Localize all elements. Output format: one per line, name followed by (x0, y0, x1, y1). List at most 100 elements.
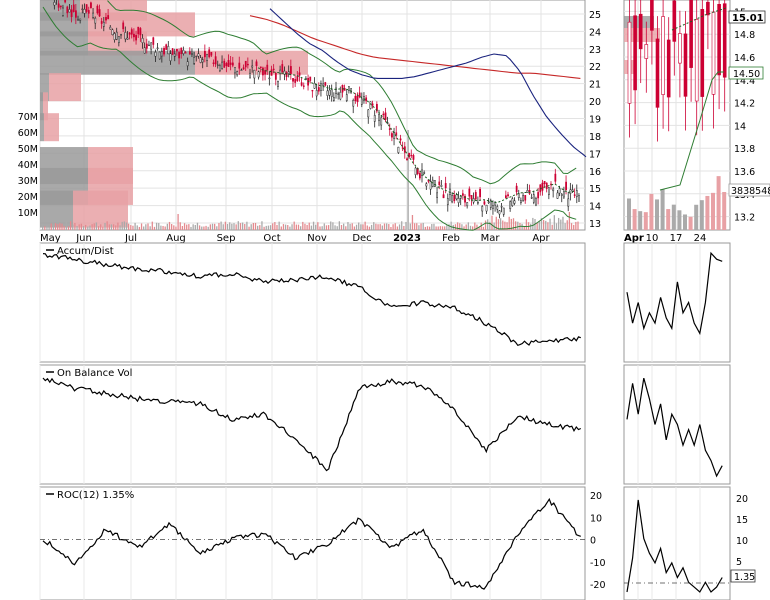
volume-bar (426, 226, 429, 230)
volume-bar (459, 223, 461, 230)
inset-candle-body (722, 3, 727, 78)
volume-bar (433, 223, 435, 230)
volume-bar (336, 226, 338, 230)
volume-bar (577, 221, 579, 230)
candle-body (133, 33, 135, 38)
candle-body (120, 33, 122, 36)
volume-bar (229, 222, 231, 230)
volume-bar (401, 221, 403, 230)
candle-body (492, 205, 494, 209)
candle-body (221, 61, 223, 69)
volume-bar (364, 221, 366, 230)
candle-body (191, 53, 193, 55)
candle-body (259, 66, 262, 68)
candle-body (188, 51, 191, 55)
candle-body (287, 71, 290, 75)
volume-bar (454, 224, 457, 230)
volume-bar (306, 224, 308, 230)
inset-volume-tag: 3838548 (731, 186, 770, 197)
volume-bar (125, 222, 128, 230)
candle-body (195, 55, 198, 58)
inset-volume-bar (666, 209, 671, 230)
candle-body (352, 100, 355, 107)
inset-candle-body (666, 39, 671, 98)
inset-volume-bar (660, 189, 665, 230)
candle-body (436, 192, 439, 198)
inset-volume-bar (705, 195, 710, 230)
volume-bar (241, 222, 244, 230)
volume-bar (487, 219, 489, 230)
candle-body (324, 82, 327, 86)
candle-body (483, 201, 486, 205)
volume-bar (291, 224, 293, 230)
volume-bar (106, 221, 108, 230)
volume-bar (553, 215, 555, 230)
inset-ma-tag: 14.50 (733, 69, 760, 80)
candle-body (320, 83, 322, 91)
inset-candle-body (717, 4, 721, 76)
roc-panel: ROC(12) 1.35% 20 10 0 -10 -20 20 15 10 5 1.35 (39, 486, 756, 600)
candle-body (236, 71, 239, 76)
volume-tick-label: 60M (18, 128, 38, 139)
volume-bar (416, 223, 418, 230)
volume-bar (383, 223, 386, 230)
candle-body (274, 72, 277, 80)
roc-y-tick-label: 10 (590, 513, 602, 524)
volume-bar (194, 224, 196, 230)
candle-body (279, 69, 282, 74)
volume-bar (450, 221, 452, 230)
accum-dist-plot-area (39, 242, 586, 363)
candle-body (150, 42, 153, 50)
candle-body (169, 53, 172, 62)
volume-bar (108, 224, 110, 230)
volume-tick-label: 40M (18, 160, 38, 171)
candle-body (148, 44, 150, 47)
candle-body (391, 133, 393, 138)
inset-x-tick-label: 10 (646, 233, 659, 244)
candle-body (369, 101, 372, 109)
volume-bar (343, 223, 345, 230)
candle-body (440, 184, 443, 187)
volume-bar (327, 225, 330, 230)
volume-bar (338, 221, 340, 230)
volume-bar (104, 222, 106, 230)
volume-bar (495, 216, 497, 230)
volume-bar (388, 224, 390, 230)
candle-body (309, 76, 312, 81)
volume-bar (330, 221, 332, 230)
volume-bar (65, 221, 67, 230)
candle-body (102, 21, 105, 27)
volume-bar (558, 217, 560, 230)
volume-bar (252, 223, 254, 230)
volume-bar (203, 226, 205, 230)
candle-body (126, 37, 129, 40)
volume-tick-label: 20M (18, 192, 38, 203)
volume-bar (186, 224, 188, 230)
roc-inset-tag-box (730, 569, 756, 583)
candle-body (378, 114, 380, 121)
candle-body (412, 155, 415, 160)
candle-body (453, 194, 456, 202)
inset-volume-bar (722, 192, 727, 230)
volume-bar (220, 221, 222, 230)
volume-bar (192, 224, 194, 230)
volume-bar (392, 224, 394, 230)
volume-bar (491, 215, 493, 230)
volume-bar (190, 226, 192, 230)
candle-body (571, 189, 574, 192)
candle-body (505, 195, 507, 198)
candle-body (376, 103, 378, 112)
ma-long-line (249, 15, 581, 79)
candle-body (81, 8, 84, 10)
x-tick-label: Apr (532, 233, 550, 244)
candle-body (281, 64, 284, 73)
candle-body (285, 72, 288, 78)
roc-inset-y-tick-label: 15 (736, 515, 748, 526)
volume-bar (317, 222, 319, 230)
volume-bar (246, 221, 248, 230)
roc-inset-y-tick-label: 10 (736, 536, 748, 547)
candle-body (64, 0, 67, 3)
volume-bar (463, 226, 465, 230)
vbp-down-bar (40, 73, 49, 102)
candle-body (556, 192, 559, 199)
